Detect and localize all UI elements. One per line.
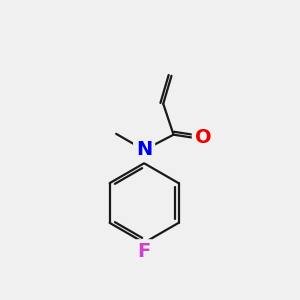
Text: N: N <box>136 140 152 160</box>
Text: F: F <box>137 242 151 261</box>
Text: O: O <box>195 128 211 147</box>
